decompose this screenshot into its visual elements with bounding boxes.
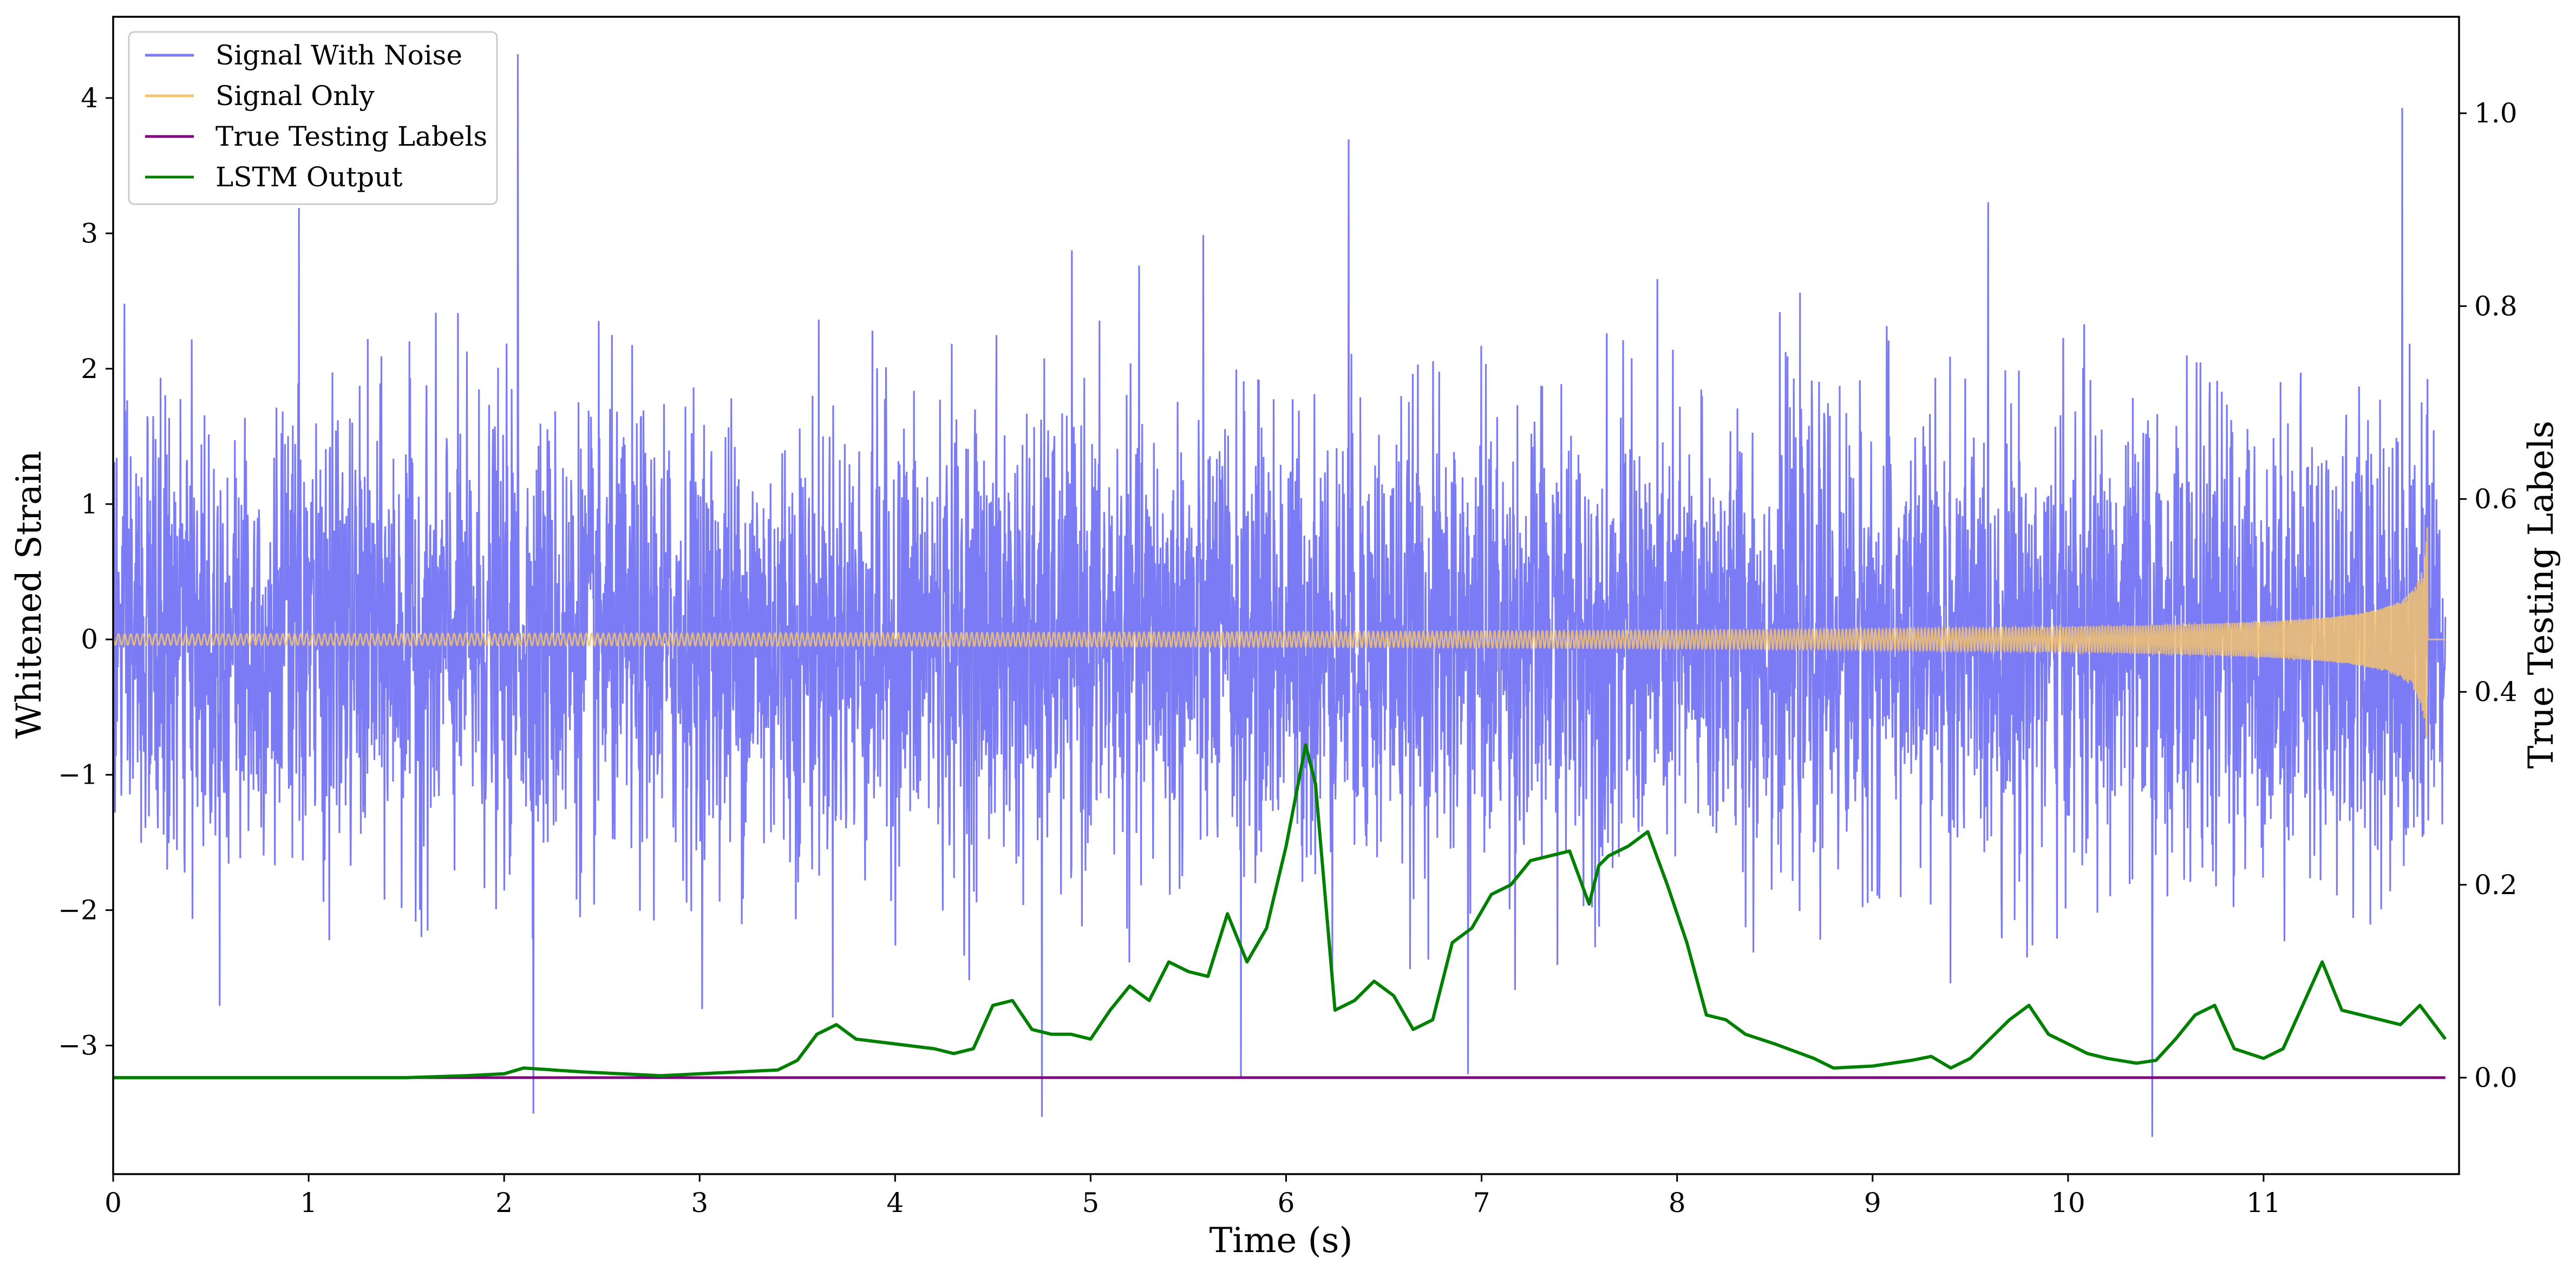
x-tick-label: 9 bbox=[1864, 1187, 1881, 1219]
x-tick-label: 8 bbox=[1669, 1187, 1686, 1219]
y-left-tick-label: −3 bbox=[58, 1030, 98, 1061]
y-axis-right: 1.0 0.8 0.6 0.4 0.2 0.0 bbox=[2459, 97, 2518, 1093]
legend-box bbox=[128, 31, 498, 205]
x-tick-label: 6 bbox=[1278, 1187, 1295, 1219]
x-tick-label: 1 bbox=[300, 1187, 317, 1219]
legend-label-lstm-output: LSTM Output bbox=[215, 161, 402, 193]
y-left-tick-label: 1 bbox=[81, 488, 98, 520]
legend-label-signal-with-noise: Signal With Noise bbox=[215, 40, 462, 71]
y-right-tick-label: 0.8 bbox=[2474, 290, 2518, 322]
legend: Signal With Noise Signal Only True Testi… bbox=[128, 31, 498, 205]
signal-only-series bbox=[113, 527, 2446, 738]
y-left-tick-label: 4 bbox=[81, 82, 98, 114]
x-tick-label: 7 bbox=[1473, 1187, 1490, 1219]
x-tick-label: 3 bbox=[691, 1187, 708, 1219]
y-axis-left-title: Whitened Strain bbox=[9, 451, 49, 738]
y-right-tick-label: 0.4 bbox=[2474, 676, 2518, 708]
x-tick-label: 10 bbox=[2051, 1187, 2085, 1219]
x-tick-label: 4 bbox=[886, 1187, 904, 1219]
y-right-tick-label: 1.0 bbox=[2474, 97, 2518, 129]
legend-label-signal-only: Signal Only bbox=[215, 80, 375, 112]
y-axis-left: 4 3 2 1 0 −1 −2 −3 bbox=[58, 82, 113, 1061]
x-tick-label: 5 bbox=[1082, 1187, 1100, 1219]
y-right-tick-label: 0.0 bbox=[2474, 1062, 2518, 1093]
y-right-tick-label: 0.6 bbox=[2474, 483, 2518, 514]
plot-area bbox=[112, 16, 2460, 1175]
y-axis-right-title: True Testing Labels bbox=[2521, 421, 2561, 769]
y-left-tick-label: 3 bbox=[81, 218, 98, 249]
x-axis-title: Time (s) bbox=[1209, 1221, 1353, 1261]
x-axis: 0 1 2 3 4 5 6 7 8 9 10 11 bbox=[104, 1174, 2281, 1219]
lstm-output-series bbox=[113, 743, 2447, 1079]
y-left-tick-label: 0 bbox=[81, 624, 98, 655]
y-right-tick-label: 0.2 bbox=[2474, 869, 2518, 901]
y-left-tick-label: −1 bbox=[58, 759, 98, 791]
x-tick-label: 0 bbox=[104, 1187, 122, 1219]
y-left-tick-label: 2 bbox=[81, 353, 98, 385]
x-tick-label: 2 bbox=[495, 1187, 513, 1219]
y-left-tick-label: −2 bbox=[58, 895, 98, 926]
x-tick-label: 11 bbox=[2246, 1187, 2281, 1219]
legend-label-true-testing-labels: True Testing Labels bbox=[215, 121, 487, 152]
